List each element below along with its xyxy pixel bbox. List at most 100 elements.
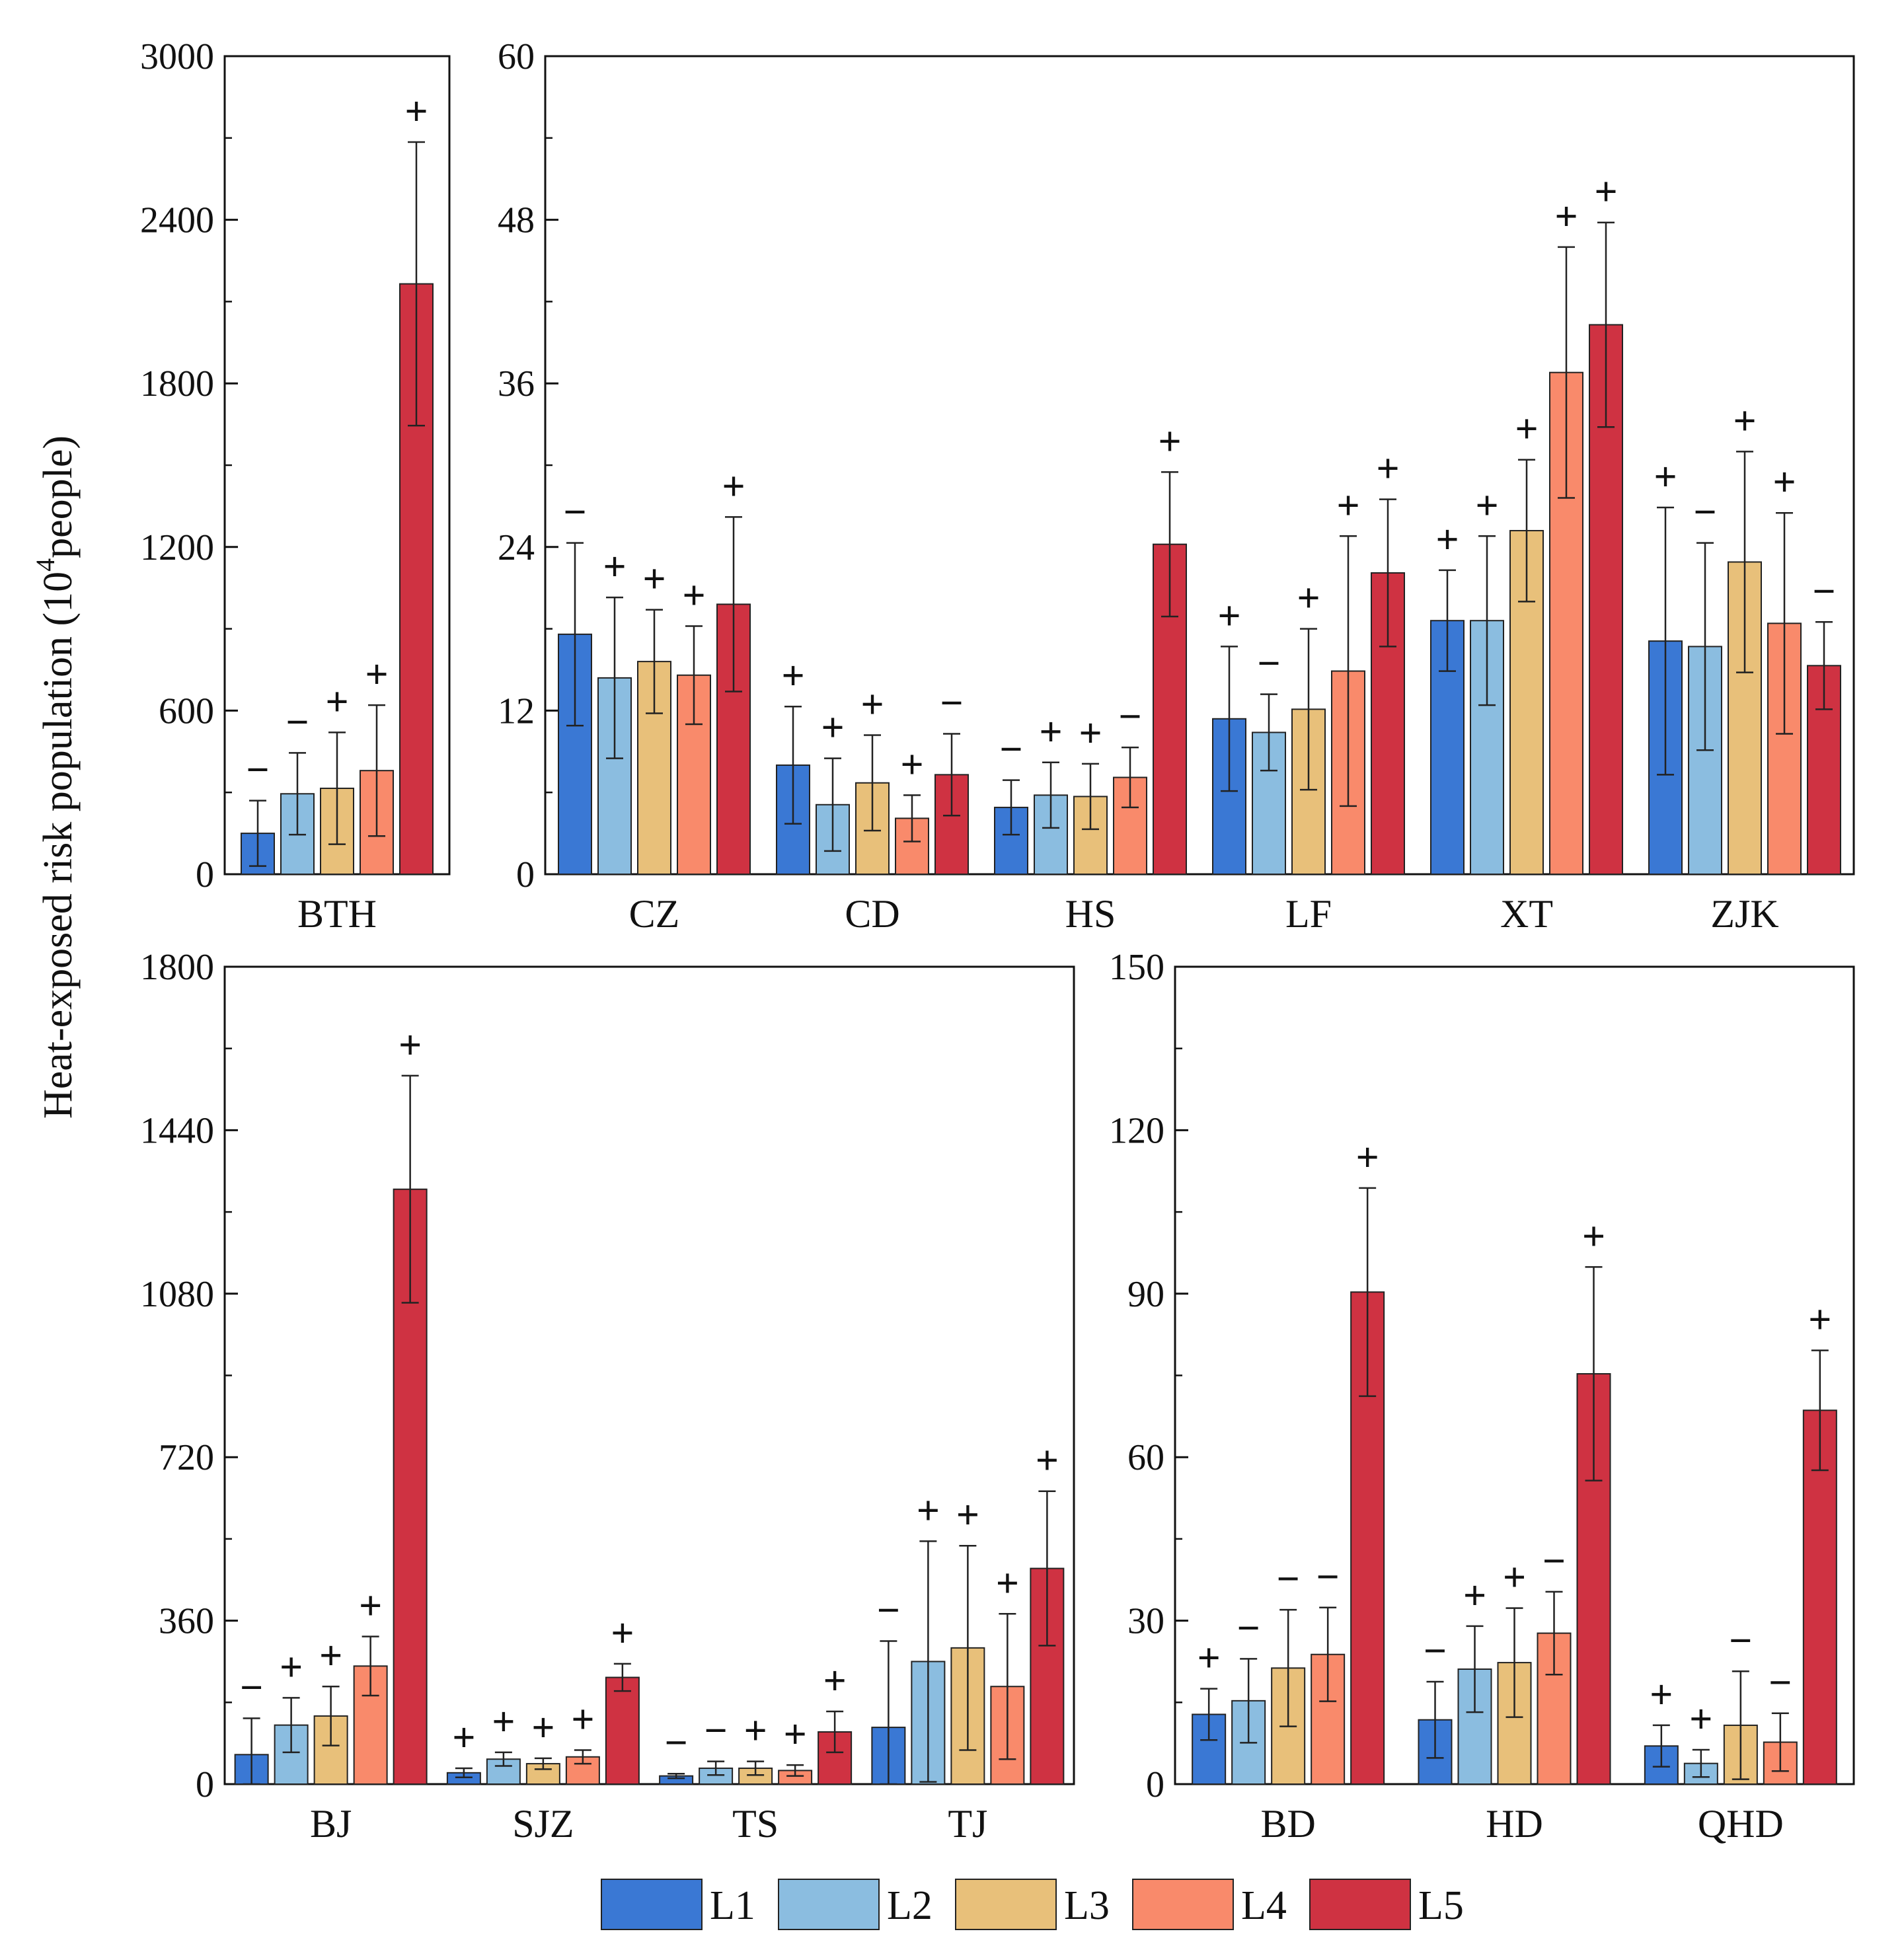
significance-mark: −	[1729, 1618, 1752, 1663]
significance-mark: +	[1297, 576, 1320, 621]
y-axis-label-sup: 4	[30, 558, 60, 572]
y-tick-label: 1800	[140, 947, 214, 988]
error-bar	[1340, 535, 1357, 807]
significance-mark: +	[1594, 170, 1617, 215]
error-bar	[1696, 542, 1714, 751]
error-bar	[455, 1767, 473, 1778]
error-bar	[880, 1640, 897, 1785]
significance-mark: −	[664, 1721, 687, 1766]
error-bar	[1652, 1724, 1670, 1768]
significance-mark: +	[492, 1700, 515, 1744]
error-bar	[606, 596, 623, 759]
y-tick-label: 0	[196, 1764, 214, 1805]
significance-mark: +	[956, 1493, 979, 1538]
error-bar	[1736, 451, 1753, 673]
significance-mark: +	[1036, 1439, 1059, 1483]
y-tick-label: 720	[159, 1437, 214, 1478]
y-tick-label: 24	[498, 527, 535, 568]
significance-mark: +	[452, 1715, 475, 1760]
legend-item-L4: L4	[1132, 1879, 1287, 1930]
error-bar	[566, 542, 584, 727]
significance-mark: +	[1808, 1298, 1831, 1343]
error-bar	[401, 1074, 419, 1304]
significance-mark: +	[1582, 1214, 1605, 1259]
significance-mark: +	[1039, 710, 1062, 755]
y-axis-label-main: Heat-exposed risk population (10	[36, 572, 81, 1119]
error-bar	[959, 1544, 977, 1751]
significance-mark: −	[1693, 490, 1716, 535]
x-tick-label: HS	[1065, 892, 1116, 936]
significance-mark: −	[563, 490, 586, 535]
error-bar	[494, 1751, 512, 1767]
significance-mark: +	[571, 1697, 594, 1742]
y-tick-label: 60	[1127, 1437, 1164, 1478]
y-tick-label: 12	[498, 691, 535, 731]
error-bar	[1221, 646, 1238, 792]
error-bar	[243, 1717, 260, 1785]
error-bar	[1003, 779, 1020, 836]
error-bar	[903, 794, 921, 843]
y-tick-label: 360	[159, 1601, 214, 1642]
y-axis-label: Heat-exposed risk population (104people)	[30, 435, 81, 1119]
significance-mark: +	[781, 654, 804, 698]
significance-mark: +	[1650, 1672, 1673, 1717]
error-bar	[943, 733, 960, 817]
error-bar	[707, 1760, 725, 1776]
significance-mark: +	[399, 1023, 422, 1068]
x-tick-label: HD	[1486, 1802, 1543, 1846]
significance-mark: +	[1355, 1135, 1379, 1180]
significance-mark: +	[280, 1645, 303, 1690]
x-tick-label: QHD	[1698, 1802, 1784, 1846]
legend-label: L1	[710, 1883, 755, 1928]
significance-mark: +	[1158, 419, 1181, 464]
error-bar	[368, 704, 385, 837]
error-bar	[1815, 621, 1833, 710]
error-bar	[613, 1663, 631, 1692]
error-bar	[1478, 535, 1496, 706]
error-bar	[667, 1772, 685, 1779]
error-bar	[1359, 1187, 1377, 1398]
error-bar	[289, 752, 306, 836]
x-tick-label: BTH	[297, 892, 377, 936]
error-bar	[408, 141, 425, 427]
significance-mark: +	[722, 464, 745, 509]
y-tick-label: 0	[196, 854, 214, 895]
x-tick-label: CZ	[629, 892, 680, 936]
significance-mark: +	[1079, 711, 1102, 756]
significance-mark: +	[1376, 447, 1399, 492]
error-bar	[646, 609, 663, 714]
bar-TS-L3	[738, 1767, 773, 1785]
legend-item-L5: L5	[1309, 1879, 1464, 1930]
bar-QHD-L5	[1802, 1409, 1837, 1785]
x-tick-label: BJ	[310, 1802, 352, 1846]
bar-SJZ-L5	[605, 1676, 640, 1785]
x-tick-label: BD	[1260, 1802, 1315, 1846]
error-bar	[784, 705, 802, 825]
error-bar	[1260, 693, 1277, 772]
significance-mark: +	[319, 1633, 342, 1678]
legend-label: L3	[1064, 1883, 1110, 1928]
error-bar	[1811, 1349, 1829, 1472]
significance-mark: +	[1217, 593, 1240, 638]
significance-mark: −	[704, 1709, 727, 1754]
significance-mark: +	[531, 1705, 554, 1750]
legend-label: L2	[887, 1883, 933, 1928]
significance-mark: +	[783, 1712, 806, 1757]
significance-mark: +	[743, 1709, 767, 1754]
y-tick-label: 0	[516, 854, 535, 895]
error-bar	[534, 1757, 552, 1770]
significance-mark: +	[1435, 517, 1459, 562]
significance-mark: −	[999, 728, 1022, 772]
error-bar	[1776, 511, 1793, 735]
x-tick-label: XT	[1500, 892, 1553, 936]
plot-frame	[223, 965, 1075, 1785]
error-bar	[919, 1540, 937, 1783]
error-bar	[1732, 1670, 1749, 1780]
legend-item-L2: L2	[778, 1879, 933, 1930]
significance-mark: −	[1542, 1539, 1566, 1584]
y-tick-label: 36	[498, 363, 535, 404]
